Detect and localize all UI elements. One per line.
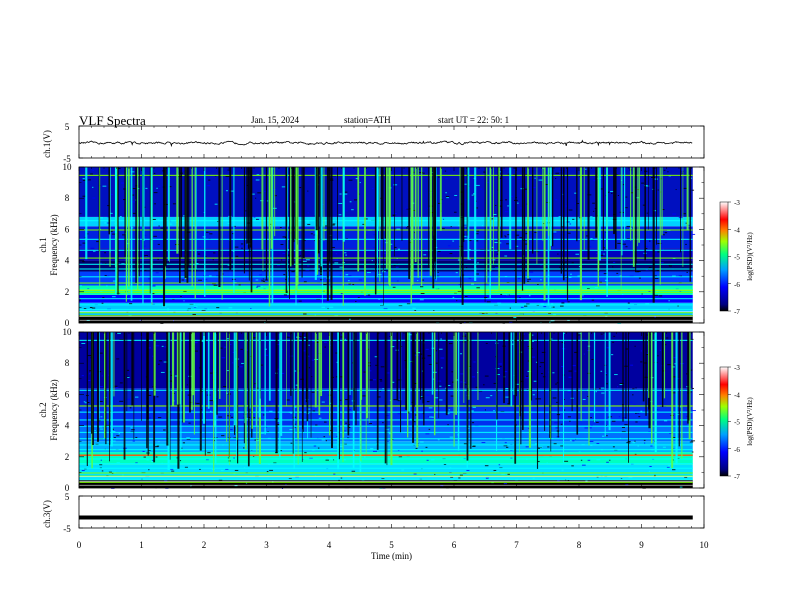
ch1-spectrogram-ytick-label: 2	[65, 287, 70, 297]
ch1-spectrogram-ytick-label: 10	[63, 162, 73, 172]
ch1-spectrogram-colorbar	[719, 201, 729, 312]
chart-title: VLF Spectra	[79, 113, 146, 128]
x-tick-label: 0	[77, 540, 82, 550]
ch2-spectrogram-colorbar-tick: -4	[734, 391, 740, 399]
ch2-spectrogram-colorbar-tick: -7	[734, 473, 740, 481]
x-tick-label: 5	[389, 540, 394, 550]
x-tick-label: 3	[264, 540, 269, 550]
ch1-spectrogram-ytick-label: 8	[65, 193, 70, 203]
ch1-waveform-ylabel: ch.1(V)	[42, 130, 52, 158]
ch3-waveform-ytick-label: 5	[65, 492, 70, 502]
ch2-spectrogram-ylabel: ch.2	[38, 402, 48, 417]
date-label: Jan. 15, 2024	[251, 115, 299, 125]
ch1-spectrogram-colorbar-tick: -4	[734, 226, 740, 234]
x-tick-label: 6	[452, 540, 457, 550]
ch1-waveform-ytick-label: 5	[65, 122, 70, 132]
ch2-spectrogram-ytick-label: 8	[65, 358, 70, 368]
ch2-spectrogram-ytick-label: 10	[63, 327, 73, 337]
ch2-spectrogram-colorbar-label: log(PSD)(V²/Hz)	[746, 397, 754, 446]
station-label: station=ATH	[344, 115, 391, 125]
ch1-spectrogram-ytick-label: 4	[65, 256, 70, 266]
ch3-waveform-ylabel: ch.3(V)	[42, 500, 52, 528]
ch1-spectrogram-colorbar-tick: -5	[734, 254, 740, 262]
ch2-spectrogram-ytick-label: 6	[65, 389, 70, 399]
ch2-spectrogram-colorbar-tick: -6	[734, 446, 740, 454]
x-tick-label: 7	[514, 540, 519, 550]
ch1-spectrogram-ylabel: Frequency (kHz)	[49, 214, 59, 275]
x-axis-label: Time (min)	[371, 551, 412, 561]
ch2-spectrogram-ytick-label: 0	[65, 483, 70, 493]
ch1-spectrogram-colorbar-tick: -3	[734, 199, 740, 207]
x-tick-label: 4	[327, 540, 332, 550]
ch2-spectrogram-ytick-label: 2	[65, 452, 70, 462]
ch2-spectrogram-ylabel: Frequency (kHz)	[49, 379, 59, 440]
x-tick-label: 9	[639, 540, 644, 550]
x-tick-label: 8	[577, 540, 582, 550]
ch1-waveform-frame	[78, 125, 705, 159]
ch2-spectrogram-ytick-label: 4	[65, 421, 70, 431]
x-tick-label: 2	[202, 540, 207, 550]
x-tick-label: 1	[139, 540, 144, 550]
ch1-waveform-ytick-label: -5	[63, 154, 71, 164]
ch1-spectrogram-colorbar-tick: -6	[734, 281, 740, 289]
ch1-spectrogram-heatmap	[79, 167, 696, 324]
start-time-label: start UT = 22: 50: 1	[438, 115, 510, 125]
ch1-waveform-trace	[78, 139, 693, 148]
ch1-spectrogram-colorbar-tick: -7	[734, 308, 740, 316]
ch3-waveform-frame	[78, 495, 705, 529]
ch1-spectrogram-ylabel: ch.1	[38, 237, 48, 252]
ch1-spectrogram-colorbar-label: log(PSD)(V²/Hz)	[746, 232, 754, 281]
ch2-spectrogram-heatmap	[79, 332, 696, 489]
ch1-spectrogram-ytick-label: 0	[65, 318, 70, 328]
ch2-spectrogram-colorbar	[719, 366, 729, 477]
ch2-spectrogram-colorbar-tick: -5	[734, 419, 740, 427]
ch3-waveform-ytick-label: -5	[63, 524, 71, 534]
ch1-spectrogram-ytick-label: 6	[65, 224, 70, 234]
ch2-spectrogram-colorbar-tick: -3	[734, 364, 740, 372]
x-tick-label: 10	[700, 540, 710, 550]
